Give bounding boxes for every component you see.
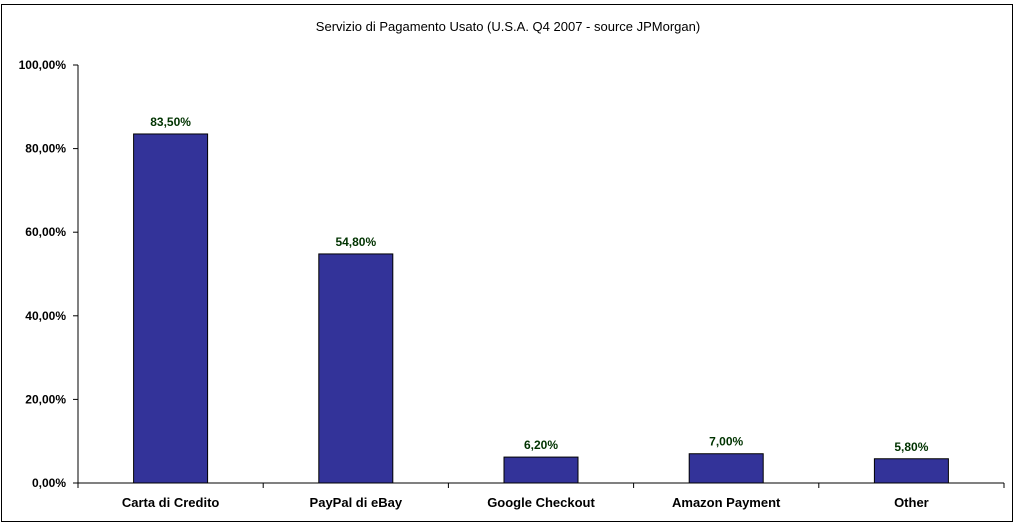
x-tick-label: PayPal di eBay <box>310 495 403 510</box>
x-tick-label: Amazon Payment <box>672 495 781 510</box>
y-tick-label: 100,00% <box>19 58 67 72</box>
y-tick-label: 0,00% <box>32 476 66 490</box>
y-tick-label: 80,00% <box>25 142 66 156</box>
bar <box>318 253 394 484</box>
chart-title: Servizio di Pagamento Usato (U.S.A. Q4 2… <box>316 19 700 34</box>
y-tick-label: 40,00% <box>25 309 66 323</box>
bar <box>873 458 949 484</box>
data-label: 5,80% <box>894 440 928 454</box>
bar <box>133 133 209 484</box>
bar <box>503 456 579 484</box>
x-tick-label: Carta di Credito <box>122 495 220 510</box>
bar <box>688 453 764 484</box>
y-tick-label: 60,00% <box>25 225 66 239</box>
data-label: 7,00% <box>709 435 743 449</box>
x-tick-label: Other <box>894 495 929 510</box>
data-label: 6,20% <box>524 438 558 452</box>
x-tick-label: Google Checkout <box>487 495 595 510</box>
plot-area: 0,00% 20,00% 40,00% 60,00% 80,00% 100,00% 83,5… <box>19 58 1005 510</box>
y-tick-label: 20,00% <box>25 392 66 406</box>
data-label: 54,80% <box>335 235 376 249</box>
data-label: 83,50% <box>150 115 191 129</box>
